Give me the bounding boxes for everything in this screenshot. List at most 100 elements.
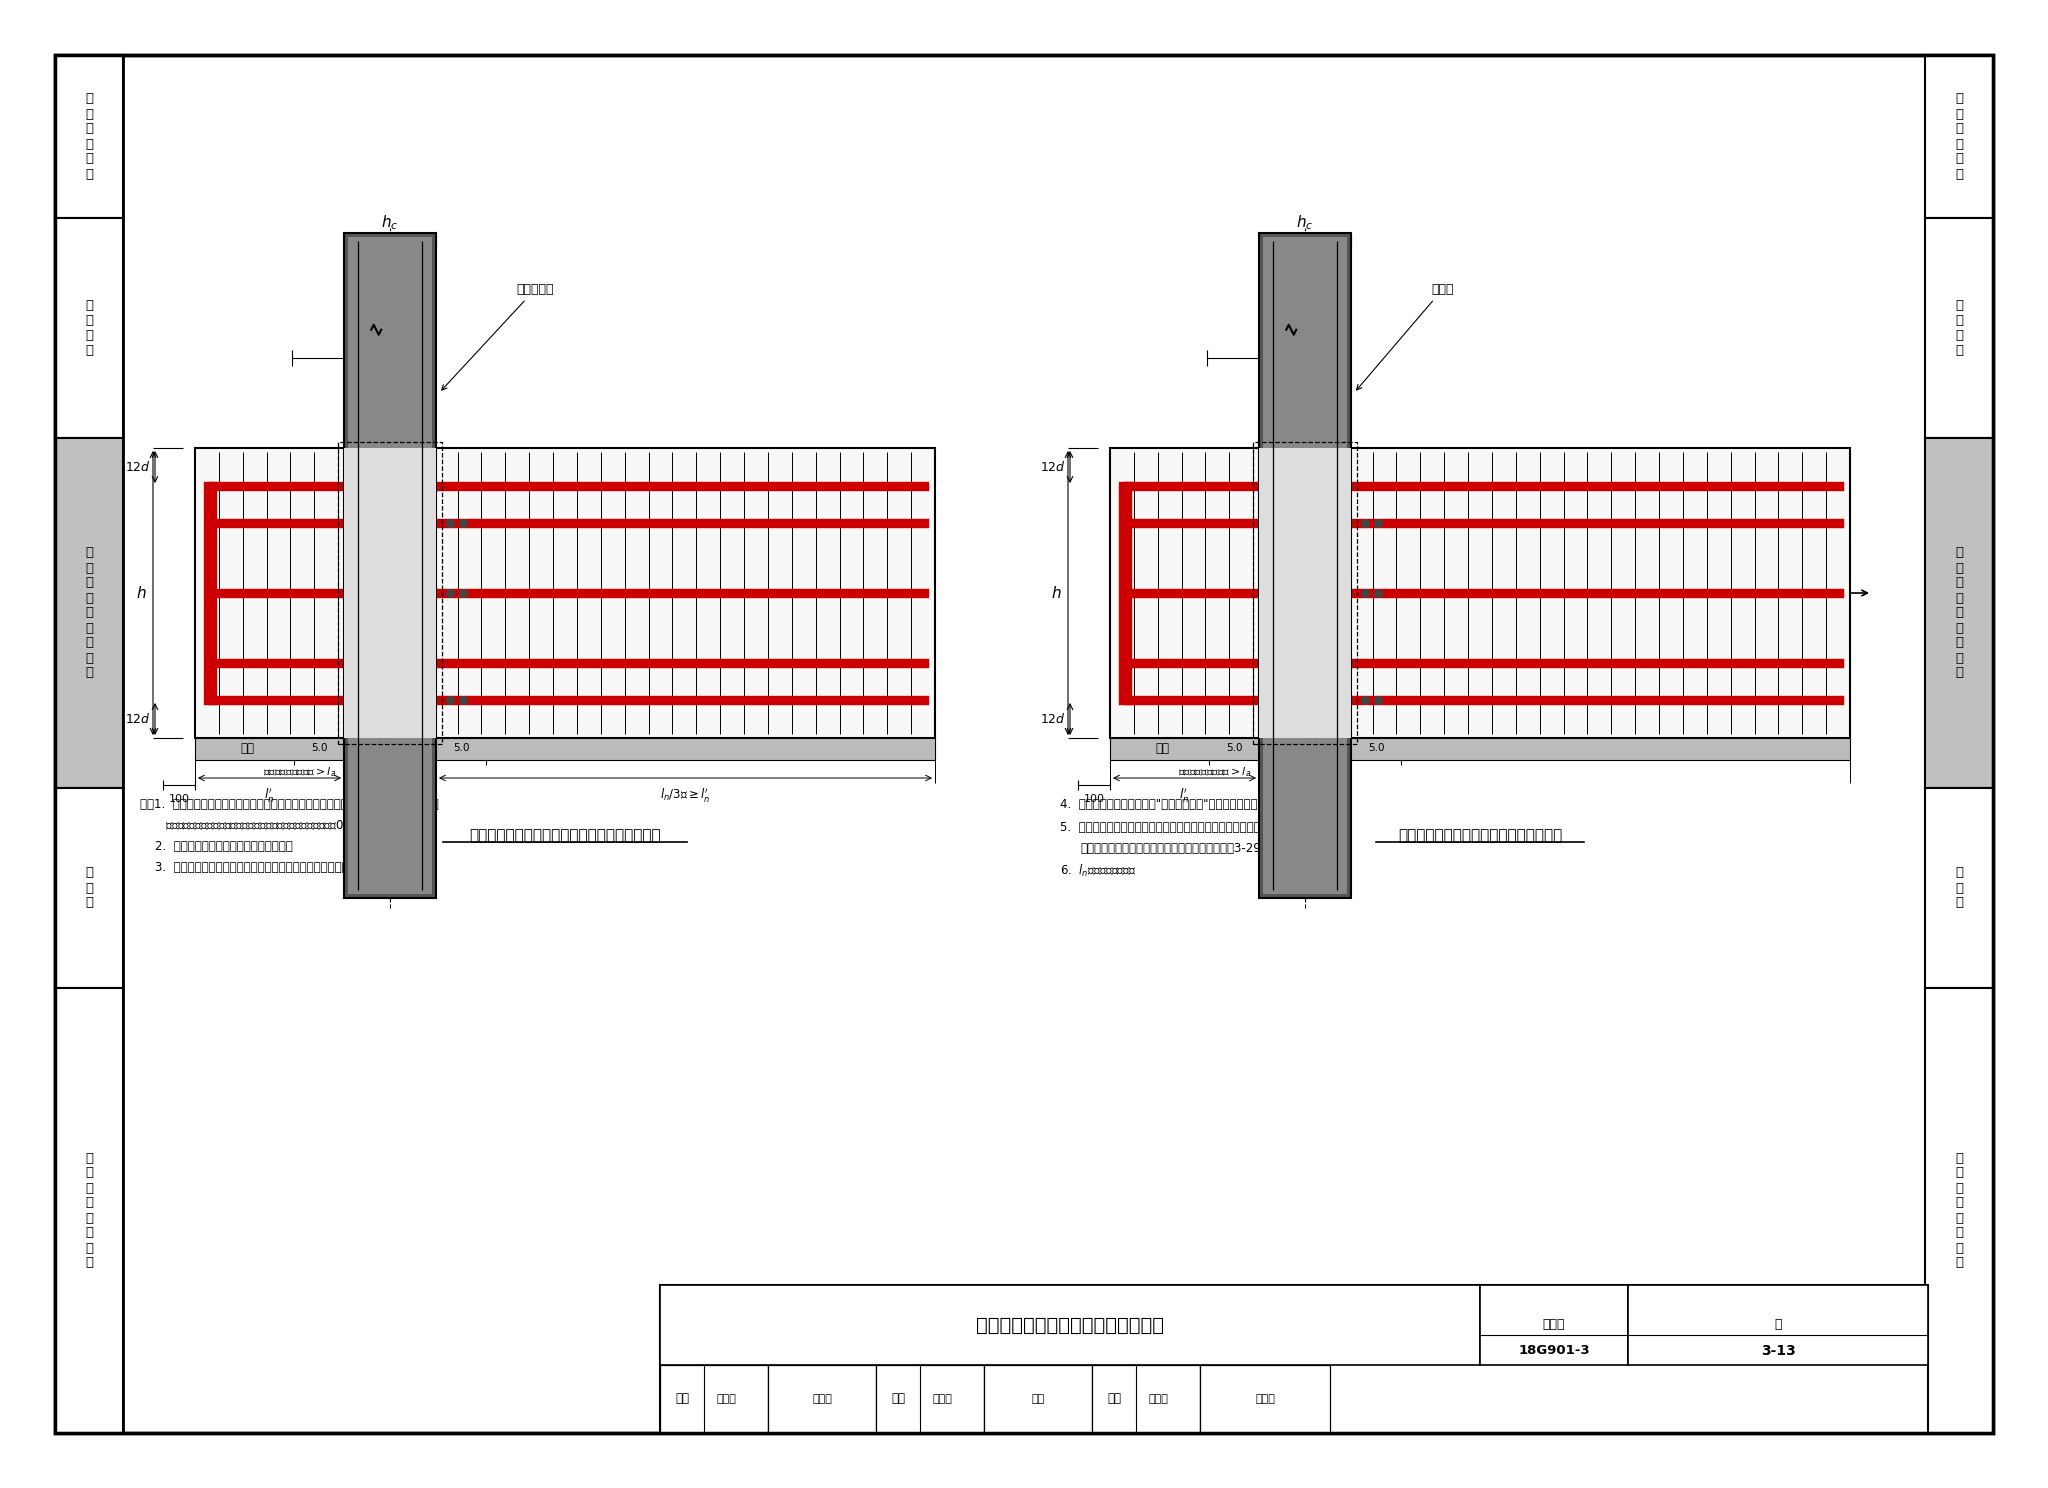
Bar (1253, 442, 1358, 744)
Text: 条
形
基
础
与
筏
形
基
础: 条 形 基 础 与 筏 形 基 础 (1956, 546, 1962, 680)
Text: $h_c$: $h_c$ (1296, 213, 1313, 232)
Text: $l_n/3$且$\geq l_n'$: $l_n/3$且$\geq l_n'$ (659, 786, 711, 804)
Bar (1925, 437, 1993, 789)
Text: 3-13: 3-13 (1761, 1344, 1796, 1359)
Bar (1110, 738, 1849, 760)
Bar (55, 988, 123, 1433)
Text: 框架柱: 框架柱 (1356, 283, 1454, 390)
Text: 基础梁端部等截面外伸钢筋排布构造: 基础梁端部等截面外伸钢筋排布构造 (977, 1315, 1163, 1335)
Text: 5.0: 5.0 (311, 743, 328, 753)
Bar (205, 482, 217, 704)
Bar (1628, 1286, 1927, 1364)
Text: $h_c$: $h_c$ (1298, 786, 1313, 802)
Bar (1124, 695, 1843, 704)
Bar (1118, 482, 1133, 704)
Text: 独
立
基
础: 独 立 基 础 (86, 299, 92, 357)
Bar (1925, 988, 1993, 1433)
Text: 12$d$: 12$d$ (1040, 711, 1067, 726)
Text: 5.0: 5.0 (1227, 743, 1243, 753)
Text: 黄志刚: 黄志刚 (717, 1394, 735, 1405)
Text: 垫层: 垫层 (240, 743, 254, 756)
Text: 图集号: 图集号 (1542, 1318, 1565, 1332)
Bar (1124, 588, 1843, 598)
Bar (1264, 237, 1348, 894)
Text: 注：1.  端部等截面外伸构造中，当从柱内边算起的梁端部外伸长度不满足直锚要求时，基础梁: 注：1. 端部等截面外伸构造中，当从柱内边算起的梁端部外伸长度不满足直锚要求时，… (139, 798, 438, 811)
Bar (348, 237, 432, 894)
Text: 6.  $l_n$为边跨净跨度值。: 6. $l_n$为边跨净跨度值。 (1061, 863, 1137, 879)
Text: 桩
基
础: 桩 基 础 (1956, 866, 1962, 909)
Text: 一
般
构
造
要
求: 一 般 构 造 要 求 (86, 92, 92, 180)
Bar (1260, 448, 1352, 738)
Text: $h_c$: $h_c$ (383, 786, 397, 802)
Text: 5.0: 5.0 (1368, 743, 1384, 753)
Text: 一
般
构
造
要
求: 一 般 构 造 要 求 (1956, 92, 1962, 180)
Text: 伸至尽端后弯折，且$>l_a$: 伸至尽端后弯折，且$>l_a$ (1178, 765, 1251, 778)
Text: $l_n'$: $l_n'$ (264, 786, 274, 804)
Bar (195, 448, 936, 738)
Text: 设计: 设计 (1108, 1393, 1120, 1406)
Text: 桩
基
础: 桩 基 础 (86, 866, 92, 909)
Bar (768, 1364, 877, 1433)
Bar (55, 55, 123, 219)
Text: 独
立
基
础: 独 立 基 础 (1956, 299, 1962, 357)
Bar (209, 695, 930, 704)
Text: 100: 100 (1083, 795, 1104, 804)
Text: $>l_a$: $>l_a$ (1264, 332, 1290, 348)
Text: 4.  柱插筋构造详见本图集的"一般构造要求"部分的有关详图。: 4. 柱插筋构造详见本图集的"一般构造要求"部分的有关详图。 (1061, 798, 1264, 811)
Text: 王怀元: 王怀元 (1149, 1394, 1167, 1405)
Text: $h$: $h$ (1051, 585, 1063, 601)
Bar (1925, 55, 1993, 219)
Text: 下部钢筋应伸至端部后弯折，且从外柱内边算起水平段长度不小于0.6$l_{ab}$，弯折长度15$d$。: 下部钢筋应伸至端部后弯折，且从外柱内边算起水平段长度不小于0.6$l_{ab}$… (166, 818, 428, 835)
Text: 12$d$: 12$d$ (125, 460, 152, 475)
Text: 审核: 审核 (676, 1393, 688, 1406)
Bar (55, 219, 123, 437)
Text: $l_n'$: $l_n'$ (1180, 786, 1190, 804)
Bar (55, 437, 123, 789)
Text: 3.  基础梁相交处的交叉钢筋的位置关系，应按具体设计要求。: 3. 基础梁相交处的交叉钢筋的位置关系，应按具体设计要求。 (139, 862, 356, 873)
Text: 5.  本图节点内的梁、柱均有箍筋，施工前应组织好施工顺序，以避免梁或柱的箍筋无法: 5. 本图节点内的梁、柱均有箍筋，施工前应组织好施工顺序，以避免梁或柱的箍筋无法 (1061, 821, 1337, 833)
Text: 李方: 李方 (1032, 1394, 1044, 1405)
Text: 条
形
基
础
与
筏
形
基
础: 条 形 基 础 与 筏 形 基 础 (86, 546, 92, 680)
Text: 12$d$: 12$d$ (125, 711, 152, 726)
Bar (1124, 518, 1843, 528)
Text: 页: 页 (1774, 1318, 1782, 1332)
Bar (983, 1364, 1092, 1433)
Bar (1092, 1364, 1200, 1433)
Bar (1925, 789, 1993, 988)
Bar (1200, 1364, 1329, 1433)
Text: 李志广: 李志广 (932, 1394, 952, 1405)
Text: $>l_a$: $>l_a$ (348, 332, 377, 348)
Text: 5.0: 5.0 (453, 743, 469, 753)
Text: 与
基
础
有
关
的
构
造: 与 基 础 有 关 的 构 造 (1956, 1152, 1962, 1269)
Bar (1124, 482, 1843, 491)
Bar (1481, 1286, 1628, 1364)
Text: 垫层: 垫层 (1155, 743, 1169, 756)
Text: 校对: 校对 (891, 1393, 905, 1406)
Bar (338, 442, 442, 744)
Bar (195, 738, 936, 760)
Bar (344, 448, 436, 738)
Bar (877, 1364, 983, 1433)
Text: 梁板式筏形基础梁端部等截面外伸钢筋排布构造: 梁板式筏形基础梁端部等截面外伸钢筋排布构造 (469, 827, 662, 844)
Bar (1110, 448, 1849, 738)
Text: 王忻元: 王忻元 (1255, 1394, 1276, 1405)
Text: 董多刚: 董多刚 (813, 1394, 831, 1405)
Text: $h$: $h$ (137, 585, 147, 601)
Bar (1925, 219, 1993, 437)
Bar (1260, 234, 1352, 897)
Bar (659, 1364, 768, 1433)
Text: 100: 100 (168, 795, 190, 804)
Text: 放置。节点区域内的箍筋设置均应满足本图集中第3-29页的要求。: 放置。节点区域内的箍筋设置均应满足本图集中第3-29页的要求。 (1079, 842, 1296, 856)
Bar (344, 234, 436, 897)
Text: 2.  节点区域内箍筋设置同梁端箍筋设置。: 2. 节点区域内箍筋设置同梁端箍筋设置。 (139, 841, 293, 853)
Text: 边柱或角柱: 边柱或角柱 (442, 283, 553, 390)
Bar (209, 588, 930, 598)
Bar (1124, 659, 1843, 668)
Bar (659, 1286, 1927, 1433)
Bar (659, 1286, 1481, 1364)
Text: 条形基础梁端部等截面外伸钢筋排布构造: 条形基础梁端部等截面外伸钢筋排布构造 (1399, 827, 1563, 844)
Text: 与
基
础
有
关
的
构
造: 与 基 础 有 关 的 构 造 (86, 1152, 92, 1269)
Text: 12$d$: 12$d$ (1040, 460, 1067, 475)
Bar (209, 518, 930, 528)
Text: $h_c$: $h_c$ (381, 213, 399, 232)
